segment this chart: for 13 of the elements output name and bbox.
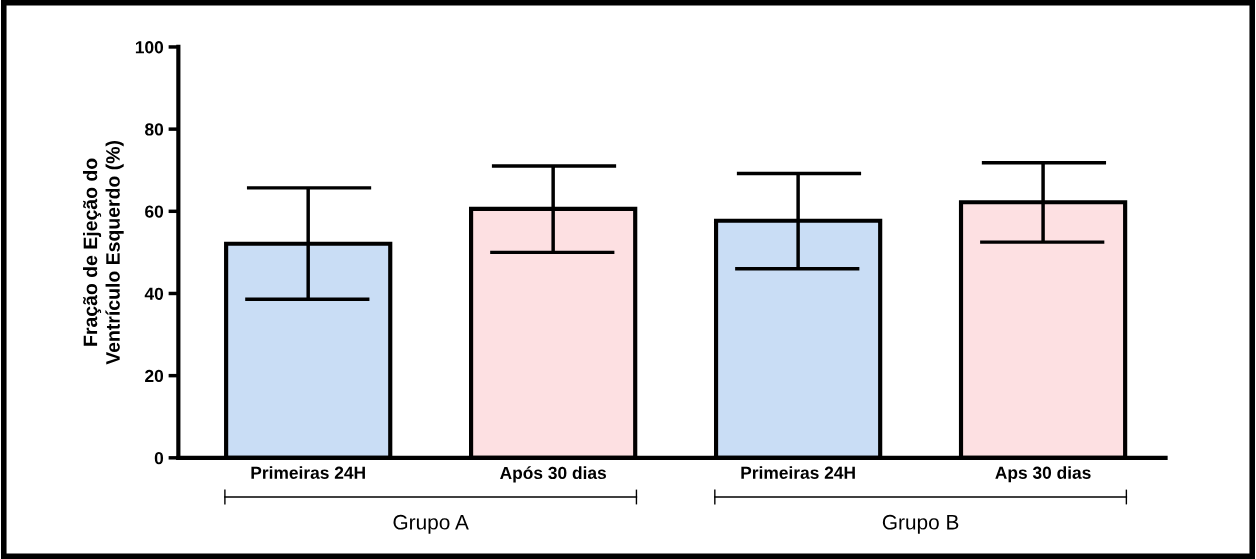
x-tick-label: Aps 30 dias [995,466,1091,483]
x-tick-label: Primeiras 24H [251,466,365,479]
x-tick-label: Após 30 dias [500,466,606,483]
y-tick-label: 100 [135,41,164,54]
text: Grupo A [393,514,469,534]
text: Grupo B [882,514,959,534]
y-tick-label: 20 [145,369,164,383]
y-tick-label: 40 [144,287,164,300]
y-tick-label: 80 [145,123,164,136]
x-tick-label: Primeiras 24H [741,466,855,479]
y-tick-label: 0 [154,451,164,465]
y-axis-title: Fração de Ejeção do Ventrículo Esquerdo (%) [82,140,124,365]
y-tick-label: 60 [145,205,164,218]
